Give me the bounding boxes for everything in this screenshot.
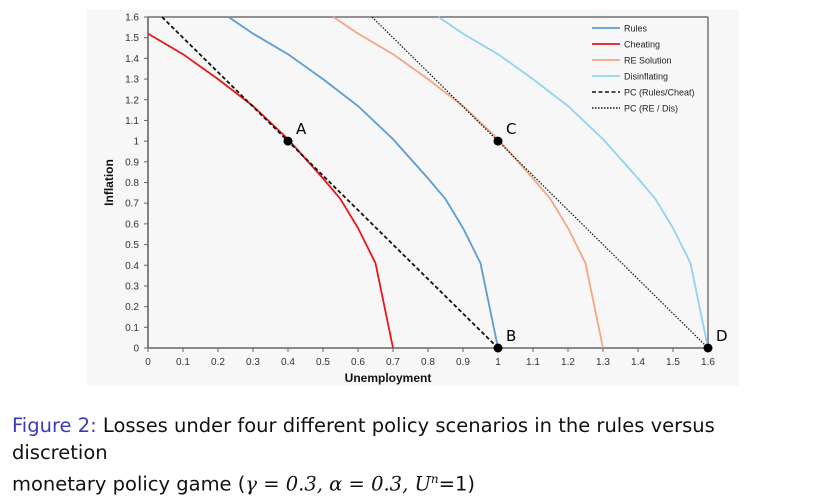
caption-line-1: Figure 2: Losses under four different po… — [12, 412, 812, 466]
point-marker-d — [703, 343, 713, 353]
point-marker-a — [283, 136, 293, 146]
x-tick-label: 1.1 — [526, 357, 540, 368]
series-pc-re-dis- — [371, 16, 709, 349]
y-tick-label: 0.7 — [125, 199, 139, 210]
series-pc-rules-cheat- — [161, 16, 499, 349]
y-tick-label: 1.2 — [125, 95, 139, 106]
y-axis-label: Inflation — [102, 159, 116, 206]
caption-text: Losses under four different policy scena… — [12, 414, 715, 464]
x-tick-label: 1.3 — [596, 357, 610, 368]
caption-text-2: monetary policy game ( — [12, 472, 246, 496]
figure-label: Figure 2: — [12, 414, 97, 437]
y-tick-label: 1.5 — [125, 33, 139, 44]
point-marker-b — [493, 343, 503, 353]
x-tick-label: 1.6 — [701, 357, 715, 368]
y-tick-label: 1 — [133, 137, 139, 148]
x-tick-label: 0.6 — [351, 357, 365, 368]
legend-label: PC (RE / Dis) — [624, 104, 678, 114]
legend-label: PC (Rules/Cheat) — [624, 88, 695, 98]
y-tick-label: 0.1 — [125, 323, 139, 334]
series-disinflating — [437, 16, 709, 349]
point-label-d: D — [716, 327, 728, 345]
x-tick-label: 1 — [495, 357, 501, 368]
series-rules — [227, 16, 499, 349]
point-label-c: C — [506, 120, 516, 138]
y-tick-label: 0.6 — [125, 219, 139, 230]
y-tick-label: 1.1 — [125, 116, 139, 127]
y-tick-label: 0.8 — [125, 178, 139, 189]
y-tick-label: 0.3 — [125, 281, 139, 292]
x-tick-label: 1.4 — [631, 357, 645, 368]
legend-label: Cheating — [624, 40, 660, 50]
y-tick-label: 0.4 — [125, 261, 139, 272]
caption-line-2: monetary policy game (γ = 0.3, α = 0.3, … — [12, 466, 812, 498]
y-tick-label: 0.2 — [125, 302, 139, 313]
x-tick-label: 0.3 — [246, 357, 260, 368]
legend-label: Rules — [624, 24, 648, 34]
point-label-a: A — [296, 120, 307, 138]
y-tick-label: 1.6 — [125, 13, 139, 24]
x-tick-label: 0.4 — [281, 357, 295, 368]
x-tick-label: 0.1 — [176, 357, 190, 368]
point-marker-c — [493, 136, 503, 146]
chart-panel: 0 0.1 0.2 0.3 0.4 0.5 0.6 0.7 0.8 0.9 1 1.1 1.2 1.3 1.… — [87, 10, 739, 386]
x-tick-label: 1.5 — [666, 357, 680, 368]
x-tick-label: 0.2 — [211, 357, 225, 368]
y-tick-label: 0.5 — [125, 240, 139, 251]
x-tick-label: 0 — [145, 357, 151, 368]
line-chart: 0 0.1 0.2 0.3 0.4 0.5 0.6 0.7 0.8 0.9 1 1.1 1.2 1.3 1.… — [102, 13, 728, 386]
legend-label: Disinflating — [624, 72, 668, 82]
x-tick-label: 0.9 — [456, 357, 470, 368]
x-tick-label: 0.8 — [421, 357, 435, 368]
x-axis-label: Unemployment — [345, 371, 432, 385]
caption-end: =1) — [438, 472, 476, 496]
x-tick-label: 0.7 — [386, 357, 400, 368]
series-cheating — [147, 32, 394, 349]
y-tick-label: 0 — [133, 344, 139, 355]
figure-caption: Figure 2: Losses under four different po… — [12, 412, 812, 498]
y-tick-label: 1.3 — [125, 75, 139, 86]
caption-superscript: n — [430, 472, 439, 486]
plot-content: 0 0.1 0.2 0.3 0.4 0.5 0.6 0.7 0.8 0.9 1 1.1 1.2 1.3 1.… — [102, 13, 728, 386]
y-tick-label: 0.9 — [125, 157, 139, 168]
x-tick-label: 0.5 — [316, 357, 330, 368]
series-re-solution — [332, 16, 604, 349]
point-label-b: B — [506, 327, 516, 345]
y-tick-label: 1.4 — [125, 54, 139, 65]
x-tick-label: 1.2 — [561, 357, 575, 368]
legend-label: RE Solution — [624, 56, 672, 66]
caption-params: γ = 0.3, α = 0.3, U — [245, 472, 431, 496]
